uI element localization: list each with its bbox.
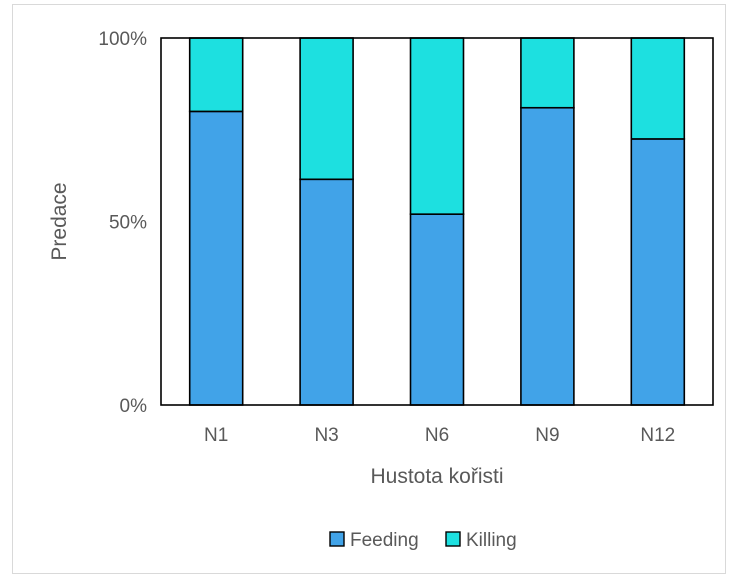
- bar-feeding-n9: [520, 106, 575, 406]
- bar-feeding-n6: [409, 213, 465, 406]
- bars-group: [188, 37, 686, 406]
- x-tick-label: N9: [535, 425, 559, 446]
- y-tick-label: 50%: [109, 213, 147, 234]
- bar-feeding-n3: [299, 178, 354, 406]
- x-tick-label: N3: [314, 425, 338, 446]
- legend: Feeding Killing: [329, 530, 517, 551]
- chart-frame: [12, 4, 726, 574]
- y-tick-labels: 0% 50% 100%: [98, 29, 147, 417]
- legend-label: Killing: [466, 530, 517, 551]
- legend-item-killing: Killing: [445, 530, 517, 551]
- legend-label: Feeding: [350, 530, 419, 551]
- legend-swatch: [329, 531, 345, 547]
- bar-killing-n9: [520, 37, 575, 109]
- bar-killing-n3: [299, 37, 354, 181]
- x-tick-label: N6: [425, 425, 449, 446]
- legend-item-feeding: Feeding: [329, 530, 419, 551]
- x-axis-title: Hustota kořisti: [370, 465, 503, 488]
- x-tick-label: N12: [640, 425, 675, 446]
- bar-feeding-n1: [188, 110, 244, 406]
- x-tick-label: N1: [204, 425, 228, 446]
- bar-feeding-n12: [630, 138, 686, 406]
- y-tick-label: 100%: [98, 29, 147, 50]
- y-tick-label: 0%: [120, 396, 148, 417]
- x-tick-labels: N1 N3 N6 N9 N12: [204, 425, 675, 446]
- bar-killing-n1: [188, 37, 244, 113]
- bar-killing-n6: [409, 37, 465, 215]
- bar-killing-n12: [630, 37, 686, 140]
- legend-swatch: [445, 531, 461, 547]
- plot-area-border: [160, 37, 714, 406]
- y-axis-title: Predace: [48, 182, 71, 260]
